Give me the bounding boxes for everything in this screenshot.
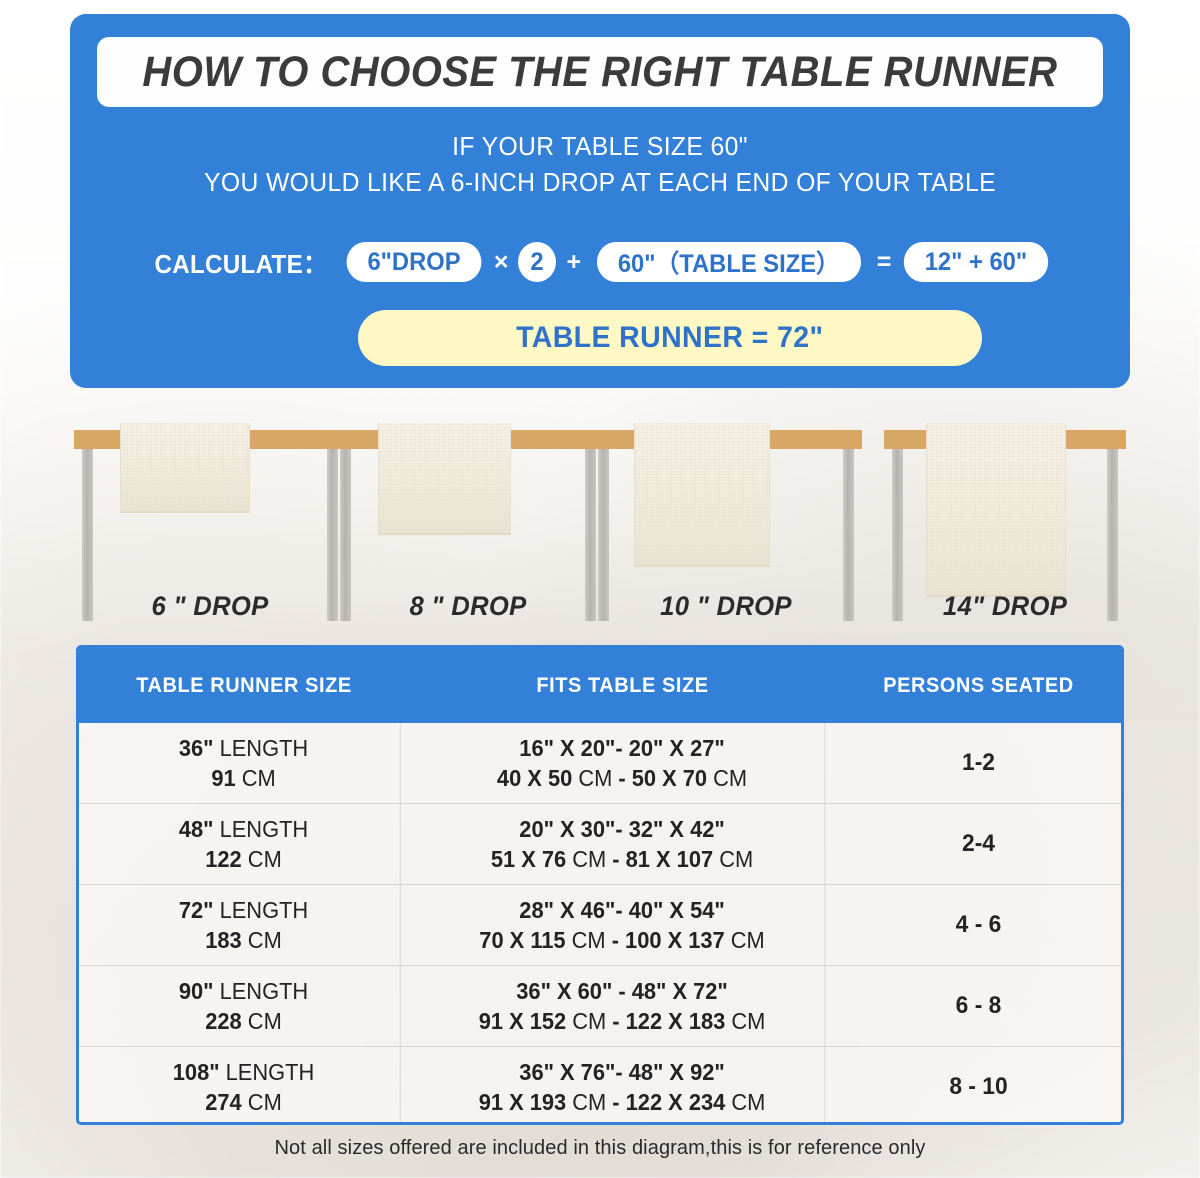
equals-operator: =	[876, 247, 892, 276]
tabletop-right	[507, 430, 604, 449]
table-runner	[378, 423, 511, 535]
drop-label: 8 " DROP	[409, 591, 527, 621]
runner-size-inches: 108" LENGTH	[172, 1059, 315, 1086]
persons-seated-value: 4 - 6	[955, 911, 1002, 938]
table-row: 36" LENGTH 91 CM 16" X 20"- 20" X 27" 40 X …	[79, 723, 1121, 804]
cell-runner-size: 72" LENGTH 183 CM	[87, 885, 401, 965]
fits-size-inches: 20" X 30"- 32" X 42"	[519, 816, 725, 843]
tabletop-right	[1062, 430, 1126, 449]
cell-fits-table-size: 20" X 30"- 32" X 42" 51 X 76 CM - 81 X 10…	[420, 804, 826, 884]
tabletop-left	[884, 430, 928, 449]
cell-fits-table-size: 16" X 20"- 20" X 27" 40 X 50 CM - 50 X 70…	[420, 723, 826, 803]
table-row: 90" LENGTH 228 CM 36" X 60" - 48" X 72" 91 …	[79, 966, 1121, 1047]
calculation-row: CALCULATE： 6"DROP × 2 + 60"（TABLE SIZE） …	[70, 242, 1130, 282]
drop-label: 6 " DROP	[151, 591, 269, 621]
sum-pill: 12" + 60"	[904, 242, 1049, 282]
drop-illustration: 6 " DROP	[70, 418, 350, 630]
cell-runner-size: 48" LENGTH 122 CM	[87, 804, 401, 884]
cell-persons-seated: 6 - 8	[843, 966, 1114, 1046]
table-header-row: TABLE RUNNER SIZE FITS TABLE SIZE PERSON…	[79, 648, 1121, 723]
result-text: TABLE RUNNER = 72"	[516, 321, 824, 354]
runner-size-inches: 48" LENGTH	[178, 816, 309, 843]
title-pill: HOW TO CHOOSE THE RIGHT TABLE RUNNER	[97, 37, 1103, 107]
fits-size-cm: 91 X 193 CM - 122 X 234 CM	[478, 1088, 766, 1115]
table-leg-left	[340, 449, 351, 621]
tabletop-left	[590, 430, 636, 449]
drop-label: 14" DROP	[942, 591, 1068, 621]
cell-persons-seated: 2-4	[843, 804, 1114, 884]
table-leg-left	[82, 449, 93, 621]
drop-illustrations: 6 " DROP 8 " DROP 10 " DROP 14" DROP	[0, 418, 1200, 630]
runner-size-cm: 183 CM	[205, 926, 282, 953]
fits-size-cm: 91 X 152 CM - 122 X 183 CM	[478, 1007, 766, 1034]
calculate-label: CALCULATE：	[154, 248, 328, 279]
table-leg-right	[1107, 449, 1118, 621]
cell-persons-seated: 8 - 10	[843, 1047, 1114, 1122]
runner-size-cm: 274 CM	[205, 1088, 282, 1115]
cell-runner-size: 36" LENGTH 91 CM	[87, 723, 401, 803]
runner-size-cm: 122 CM	[205, 845, 282, 872]
fits-size-inches: 36" X 60" - 48" X 72"	[516, 978, 728, 1005]
cell-runner-size: 108" LENGTH 274 CM	[87, 1047, 401, 1122]
drop-illustration: 14" DROP	[880, 418, 1130, 630]
column-header-fits-table-size: FITS TABLE SIZE	[536, 673, 709, 697]
table-leg-right	[843, 449, 854, 621]
multiply-operator: ×	[493, 247, 509, 276]
fits-size-cm: 70 X 115 CM - 100 X 137 CM	[479, 926, 765, 953]
table-leg-right	[585, 449, 596, 621]
tabletop-left	[332, 430, 380, 449]
header-panel: HOW TO CHOOSE THE RIGHT TABLE RUNNER IF …	[70, 14, 1130, 388]
fits-size-cm: 51 X 76 CM - 81 X 107 CM	[490, 845, 754, 872]
page-title: HOW TO CHOOSE THE RIGHT TABLE RUNNER	[142, 47, 1058, 96]
plus-operator: +	[566, 247, 582, 276]
runner-size-cm: 228 CM	[205, 1007, 282, 1034]
cell-persons-seated: 1-2	[843, 723, 1114, 803]
runner-size-cm: 91 CM	[211, 764, 276, 791]
table-row: 72" LENGTH 183 CM 28" X 46"- 40" X 54" 70 X…	[79, 885, 1121, 966]
subtitle-line-2: YOU WOULD LIKE A 6-INCH DROP AT EACH END…	[204, 167, 996, 197]
footnote: Not all sizes offered are included in th…	[274, 1137, 926, 1159]
runner-size-inches: 36" LENGTH	[178, 735, 309, 762]
drop-value-pill: 6"DROP	[346, 242, 482, 282]
table-row: 48" LENGTH 122 CM 20" X 30"- 32" X 42" 51 X…	[79, 804, 1121, 885]
table-body: 36" LENGTH 91 CM 16" X 20"- 20" X 27" 40 X …	[79, 723, 1121, 1122]
persons-seated-value: 8 - 10	[949, 1073, 1008, 1100]
fits-size-cm: 40 X 50 CM - 50 X 70 CM	[496, 764, 748, 791]
result-pill: TABLE RUNNER = 72"	[358, 310, 982, 366]
fits-size-inches: 16" X 20"- 20" X 27"	[519, 735, 725, 762]
table-leg-left	[892, 449, 903, 621]
table-leg-right	[327, 449, 338, 621]
drop-illustration: 8 " DROP	[328, 418, 608, 630]
column-header-persons-seated: PERSONS SEATED	[883, 673, 1074, 697]
column-header-runner-size: TABLE RUNNER SIZE	[136, 673, 352, 697]
fits-size-inches: 36" X 76"- 48" X 92"	[519, 1059, 725, 1086]
runner-size-inches: 90" LENGTH	[178, 978, 309, 1005]
fits-size-inches: 28" X 46"- 40" X 54"	[519, 897, 725, 924]
runner-size-inches: 72" LENGTH	[178, 897, 309, 924]
cell-runner-size: 90" LENGTH 228 CM	[87, 966, 401, 1046]
table-leg-left	[598, 449, 609, 621]
cell-fits-table-size: 36" X 76"- 48" X 92" 91 X 193 CM - 122 X …	[420, 1047, 826, 1122]
persons-seated-value: 6 - 8	[955, 992, 1002, 1019]
persons-seated-value: 1-2	[962, 749, 995, 776]
cell-fits-table-size: 28" X 46"- 40" X 54" 70 X 115 CM - 100 X …	[420, 885, 826, 965]
table-runner	[634, 423, 770, 567]
table-runner	[926, 423, 1066, 597]
drop-label: 10 " DROP	[660, 591, 792, 621]
size-table: TABLE RUNNER SIZE FITS TABLE SIZE PERSON…	[76, 645, 1124, 1125]
persons-seated-value: 2-4	[962, 830, 995, 857]
tabletop-right	[246, 430, 346, 449]
cell-fits-table-size: 36" X 60" - 48" X 72" 91 X 152 CM - 122 X…	[420, 966, 826, 1046]
tabletop-right	[766, 430, 862, 449]
table-size-pill: 60"（TABLE SIZE）	[596, 242, 861, 282]
tabletop-left	[74, 430, 122, 449]
cell-persons-seated: 4 - 6	[843, 885, 1114, 965]
table-runner	[120, 423, 250, 513]
table-row: 108" LENGTH 274 CM 36" X 76"- 48" X 92" 91 …	[79, 1047, 1121, 1122]
count-pill: 2	[518, 242, 557, 282]
subtitle-line-1: IF YOUR TABLE SIZE 60"	[452, 131, 748, 161]
drop-illustration: 10 " DROP	[586, 418, 866, 630]
